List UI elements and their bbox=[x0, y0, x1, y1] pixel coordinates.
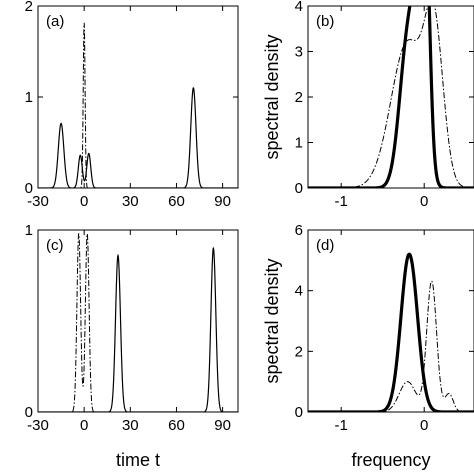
y-tick-label: 1 bbox=[25, 222, 33, 239]
x-tick-label: 30 bbox=[122, 193, 139, 210]
y-tick-label: 6 bbox=[295, 222, 303, 239]
x-tick-label: 90 bbox=[214, 193, 231, 210]
y-axis-label: spectral density bbox=[262, 34, 282, 159]
y-axis-label: spectral density bbox=[262, 258, 282, 383]
panel-d: -1 0 0 2 4 6 (d) frequency spectral density bbox=[262, 222, 474, 470]
y-tick-label: 4 bbox=[295, 0, 303, 15]
y-tick-label: 3 bbox=[295, 44, 303, 61]
series-line-solid bbox=[38, 86, 238, 188]
plot-frame bbox=[37, 5, 239, 189]
panel-label: (a) bbox=[46, 13, 64, 30]
series-line-thick-solid bbox=[308, 252, 474, 412]
y-tick-label: 1 bbox=[25, 89, 33, 106]
y-tick-label: 2 bbox=[295, 89, 303, 106]
x-axis-label: frequency bbox=[351, 450, 430, 470]
x-tick-label: -1 bbox=[335, 417, 348, 434]
y-tick-label: 4 bbox=[295, 283, 303, 300]
x-tick-label: 0 bbox=[420, 417, 428, 434]
x-tick-label: -30 bbox=[27, 417, 49, 434]
y-tick-label: 0 bbox=[25, 180, 33, 197]
x-tick-label: 0 bbox=[80, 417, 88, 434]
series-line-dashdot bbox=[38, 233, 238, 412]
x-tick-label: 30 bbox=[122, 417, 139, 434]
y-tick-label: 2 bbox=[295, 343, 303, 360]
panel-label: (b) bbox=[316, 13, 334, 30]
y-tick-label: 2 bbox=[25, 0, 33, 15]
panel-b: -1 0 0 1 2 3 4 (b) spectral density bbox=[262, 0, 474, 210]
panel-label: (c) bbox=[46, 237, 64, 254]
plot-frame bbox=[307, 229, 474, 413]
x-tick-label: 0 bbox=[80, 193, 88, 210]
y-tick-label: 0 bbox=[25, 404, 33, 421]
plot-frame bbox=[37, 229, 239, 413]
x-tick-label: -30 bbox=[27, 193, 49, 210]
y-tick-label: 1 bbox=[295, 135, 303, 152]
series-line-solid bbox=[38, 246, 238, 412]
x-tick-label: 60 bbox=[168, 193, 185, 210]
x-tick-label: 0 bbox=[420, 193, 428, 210]
y-tick-label: 0 bbox=[295, 404, 303, 421]
panel-label: (d) bbox=[316, 237, 334, 254]
series-line-dashdot bbox=[38, 22, 238, 188]
y-tick-label: 0 bbox=[295, 180, 303, 197]
series-line-dashdot bbox=[308, 280, 474, 412]
x-tick-label: 90 bbox=[214, 417, 231, 434]
x-tick-label: 60 bbox=[168, 417, 185, 434]
x-tick-label: -1 bbox=[335, 193, 348, 210]
x-axis-label: time t bbox=[116, 450, 160, 470]
